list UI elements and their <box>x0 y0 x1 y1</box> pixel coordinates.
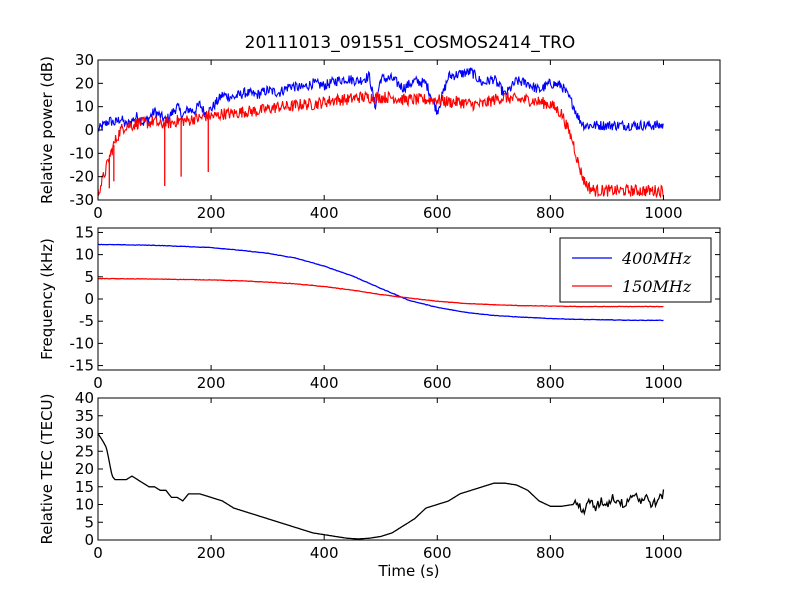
panel-2: 0 200 400 600 800 1000 -15 -10 -5 0 5 10 15 Frequency… <box>38 223 721 392</box>
panel-3: 0 200 400 600 800 10000510152025303540Relativ… <box>38 389 721 580</box>
y-tick-label: 10 <box>75 496 94 514</box>
x-tick-label: 400 <box>310 544 339 562</box>
series-line-2 <box>98 90 664 199</box>
series-line-1 <box>98 433 665 540</box>
x-axis-label: Time (s) <box>378 562 440 580</box>
chart-title: 20111013_091551_COSMOS2414_TRO <box>245 33 576 53</box>
y-tick-label: 25 <box>75 442 94 460</box>
x-tick-label: 200 <box>197 374 226 392</box>
y-tick-label: 30 <box>75 425 94 443</box>
x-tick-label: 800 <box>536 204 565 222</box>
series-group <box>98 433 665 540</box>
x-tick-label: 1000 <box>644 204 682 222</box>
y-tick-label: 5 <box>84 268 94 286</box>
y-tick-label: 40 <box>75 389 94 407</box>
y-axis-label: Relative power (dB) <box>38 56 56 204</box>
y-tick-label: 15 <box>75 478 94 496</box>
x-tick-label: 0 <box>93 374 103 392</box>
y-tick-label: 20 <box>75 74 94 92</box>
y-tick-label: -10 <box>70 334 95 352</box>
y-tick-label: 30 <box>75 51 94 69</box>
series-line-2 <box>98 277 664 308</box>
y-tick-label: 10 <box>75 98 94 116</box>
x-tick-label: 200 <box>197 204 226 222</box>
y-tick-label: -15 <box>70 357 95 375</box>
y-tick-label: -30 <box>70 191 95 209</box>
series-group <box>98 67 664 199</box>
y-tick-label: 5 <box>84 513 94 531</box>
series-line-1 <box>98 243 664 322</box>
y-tick-label: -20 <box>70 168 95 186</box>
x-tick-label: 1000 <box>644 544 682 562</box>
legend-box <box>559 237 712 303</box>
y-tick-label: 0 <box>84 290 94 308</box>
x-tick-label: 0 <box>93 544 103 562</box>
y-tick-label: 35 <box>75 407 94 425</box>
series-group <box>98 243 664 322</box>
x-tick-label: 600 <box>423 204 452 222</box>
x-tick-label: 600 <box>423 374 452 392</box>
y-tick-label: 15 <box>75 223 94 241</box>
panel-1: 0 200 400 600 800 1000 -30 -20 -10 0 10 20 30 Relativ… <box>38 51 721 222</box>
x-tick-label: 600 <box>423 544 452 562</box>
y-tick-label: 10 <box>75 246 94 264</box>
y-tick-label: -5 <box>79 312 94 330</box>
series-line-1 <box>98 67 664 132</box>
x-tick-label: 800 <box>536 374 565 392</box>
y-tick-label: 0 <box>84 121 94 139</box>
x-tick-label: 0 <box>93 204 103 222</box>
x-tick-label: 400 <box>310 204 339 222</box>
y-axis-label: Frequency (kHz) <box>38 238 56 360</box>
x-tick-label: 800 <box>536 544 565 562</box>
legend-label-2: 150MHz <box>622 277 692 296</box>
panels: 0 200 400 600 800 1000-30-20-100102030Relativ… <box>38 51 721 580</box>
legend-label-1: 400MHz <box>621 249 692 268</box>
y-axis-label: Relative TEC (TECU) <box>38 394 56 545</box>
y-tick-label: -10 <box>70 144 95 162</box>
y-tick-label: 0 <box>84 531 94 549</box>
y-tick-label: 20 <box>75 460 94 478</box>
x-tick-label: 200 <box>197 544 226 562</box>
x-tick-label: 1000 <box>644 374 682 392</box>
x-tick-label: 400 <box>310 374 339 392</box>
